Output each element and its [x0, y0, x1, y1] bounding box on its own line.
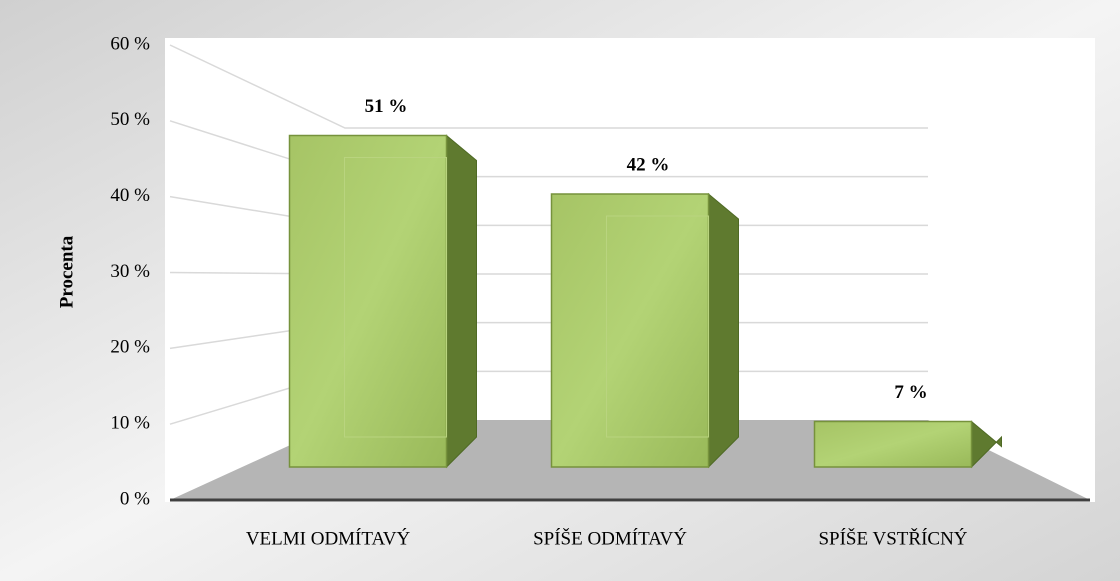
bar-side [708, 192, 739, 469]
bar-side [446, 134, 477, 469]
data-label: 7 % [894, 382, 927, 403]
x-tick-label: SPÍŠE ODMÍTAVÝ [533, 527, 687, 549]
data-label: 42 % [627, 154, 670, 175]
bar [288, 134, 448, 468]
data-label: 51 % [365, 96, 408, 117]
y-tick-label: 60 % [110, 33, 150, 54]
x-tick-label: VELMI ODMÍTAVÝ [246, 527, 411, 549]
bar [813, 420, 973, 468]
bar-inner-edge [606, 215, 709, 438]
y-axis-label: Procenta [56, 235, 77, 308]
y-tick-label: 50 % [110, 109, 150, 130]
y-tick-label: 20 % [110, 337, 150, 358]
grid-line [169, 44, 928, 129]
bar-inner-edge [344, 157, 447, 438]
y-tick-label: 10 % [110, 413, 150, 434]
y-tick-label: 40 % [110, 185, 150, 206]
y-tick-label: 0 % [120, 488, 150, 509]
x-tick-label: SPÍŠE VSTŘÍCNÝ [818, 527, 967, 549]
bar [550, 193, 710, 468]
y-tick-label: 30 % [110, 261, 150, 282]
